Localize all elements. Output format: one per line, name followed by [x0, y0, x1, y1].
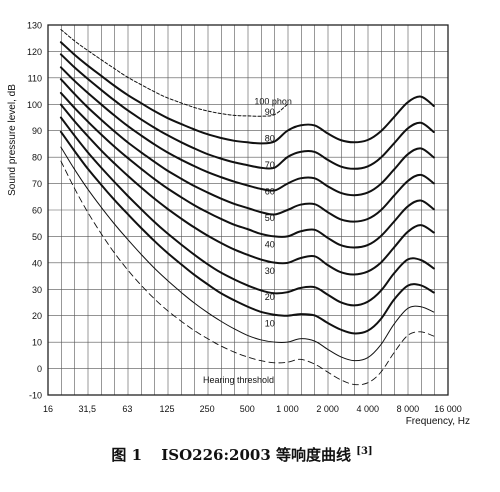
phon-curve-label: 20	[265, 292, 275, 302]
y-tick-label: 10	[32, 338, 42, 348]
svg-text:图 1 ISO226:2003 等响度曲线: 图 1 ISO226:2003 等响度曲线 [3]	[111, 446, 372, 464]
y-tick-label: 70	[32, 179, 42, 189]
caption-ref: [3]	[356, 446, 372, 457]
x-tick-label: 31,5	[78, 404, 96, 414]
phon-curve-label: 60	[265, 187, 275, 197]
y-tick-label: 120	[27, 47, 42, 57]
y-tick-label: 130	[27, 21, 42, 31]
x-tick-label: 250	[200, 404, 215, 414]
phon-curve-10	[60, 146, 435, 362]
x-tick-label: 125	[160, 404, 175, 414]
phon-curve-label: 70	[265, 160, 275, 170]
phon-curve-label: 10	[265, 319, 275, 329]
y-tick-label: 30	[32, 285, 42, 295]
phon-curve-80	[59, 53, 435, 170]
y-tick-label: -10	[29, 391, 42, 401]
x-tick-label: 63	[122, 404, 132, 414]
phon-curve-40	[59, 103, 435, 276]
y-tick-label: 80	[32, 153, 42, 163]
phon-curve-label: 50	[265, 213, 275, 223]
y-tick-label: 60	[32, 206, 42, 216]
y-axis-label: Sound pressure level, dB	[7, 84, 18, 196]
phon-curve-60	[59, 78, 435, 223]
phon-curve-70	[59, 66, 435, 197]
y-tick-label: 20	[32, 311, 42, 321]
phon-curve-label: 80	[265, 134, 275, 144]
tick-labels: -10 0 10 20 30 40 50 60 70 80 90 100 110 120 130 16 31,5…	[27, 21, 462, 415]
phon-curve-20	[59, 130, 435, 335]
y-tick-label: 0	[37, 364, 42, 374]
phon-curve-label: 40	[265, 239, 275, 249]
annotation-hearing-threshold: Hearing threshold	[203, 375, 274, 385]
phon-curve-50	[59, 91, 435, 249]
caption-label: 图 1	[111, 446, 142, 464]
caption-text: ISO226:2003 等响度曲线	[161, 446, 351, 464]
x-tick-label: 2 000	[316, 404, 339, 414]
y-tick-label: 110	[28, 73, 42, 83]
x-tick-label: 4 000	[356, 404, 379, 414]
phon-curve-label: 90	[265, 107, 275, 117]
x-tick-label: 500	[240, 404, 255, 414]
y-tick-label: 50	[32, 232, 42, 242]
phon-curve-label: 30	[265, 266, 275, 276]
figure-caption: 图 1 ISO226:2003 等响度曲线 [3]	[111, 446, 372, 464]
y-tick-label: 90	[32, 126, 42, 136]
phon-curve-30	[59, 116, 435, 307]
x-tick-label: 1 000	[276, 404, 299, 414]
x-tick-label: 16	[43, 404, 53, 414]
x-tick-label: 16 000	[434, 404, 462, 414]
phon-curve-90	[59, 41, 435, 145]
y-tick-label: 100	[27, 100, 42, 110]
hearing-threshold-curve	[60, 160, 435, 386]
phon-curve-label: 100 phon	[254, 96, 292, 106]
phon-curve-100-phon	[60, 29, 288, 117]
plot-frame	[47, 24, 449, 396]
y-tick-label: 40	[32, 258, 42, 268]
x-tick-label: 8 000	[397, 404, 420, 414]
x-axis-label: Frequency, Hz	[406, 416, 470, 427]
